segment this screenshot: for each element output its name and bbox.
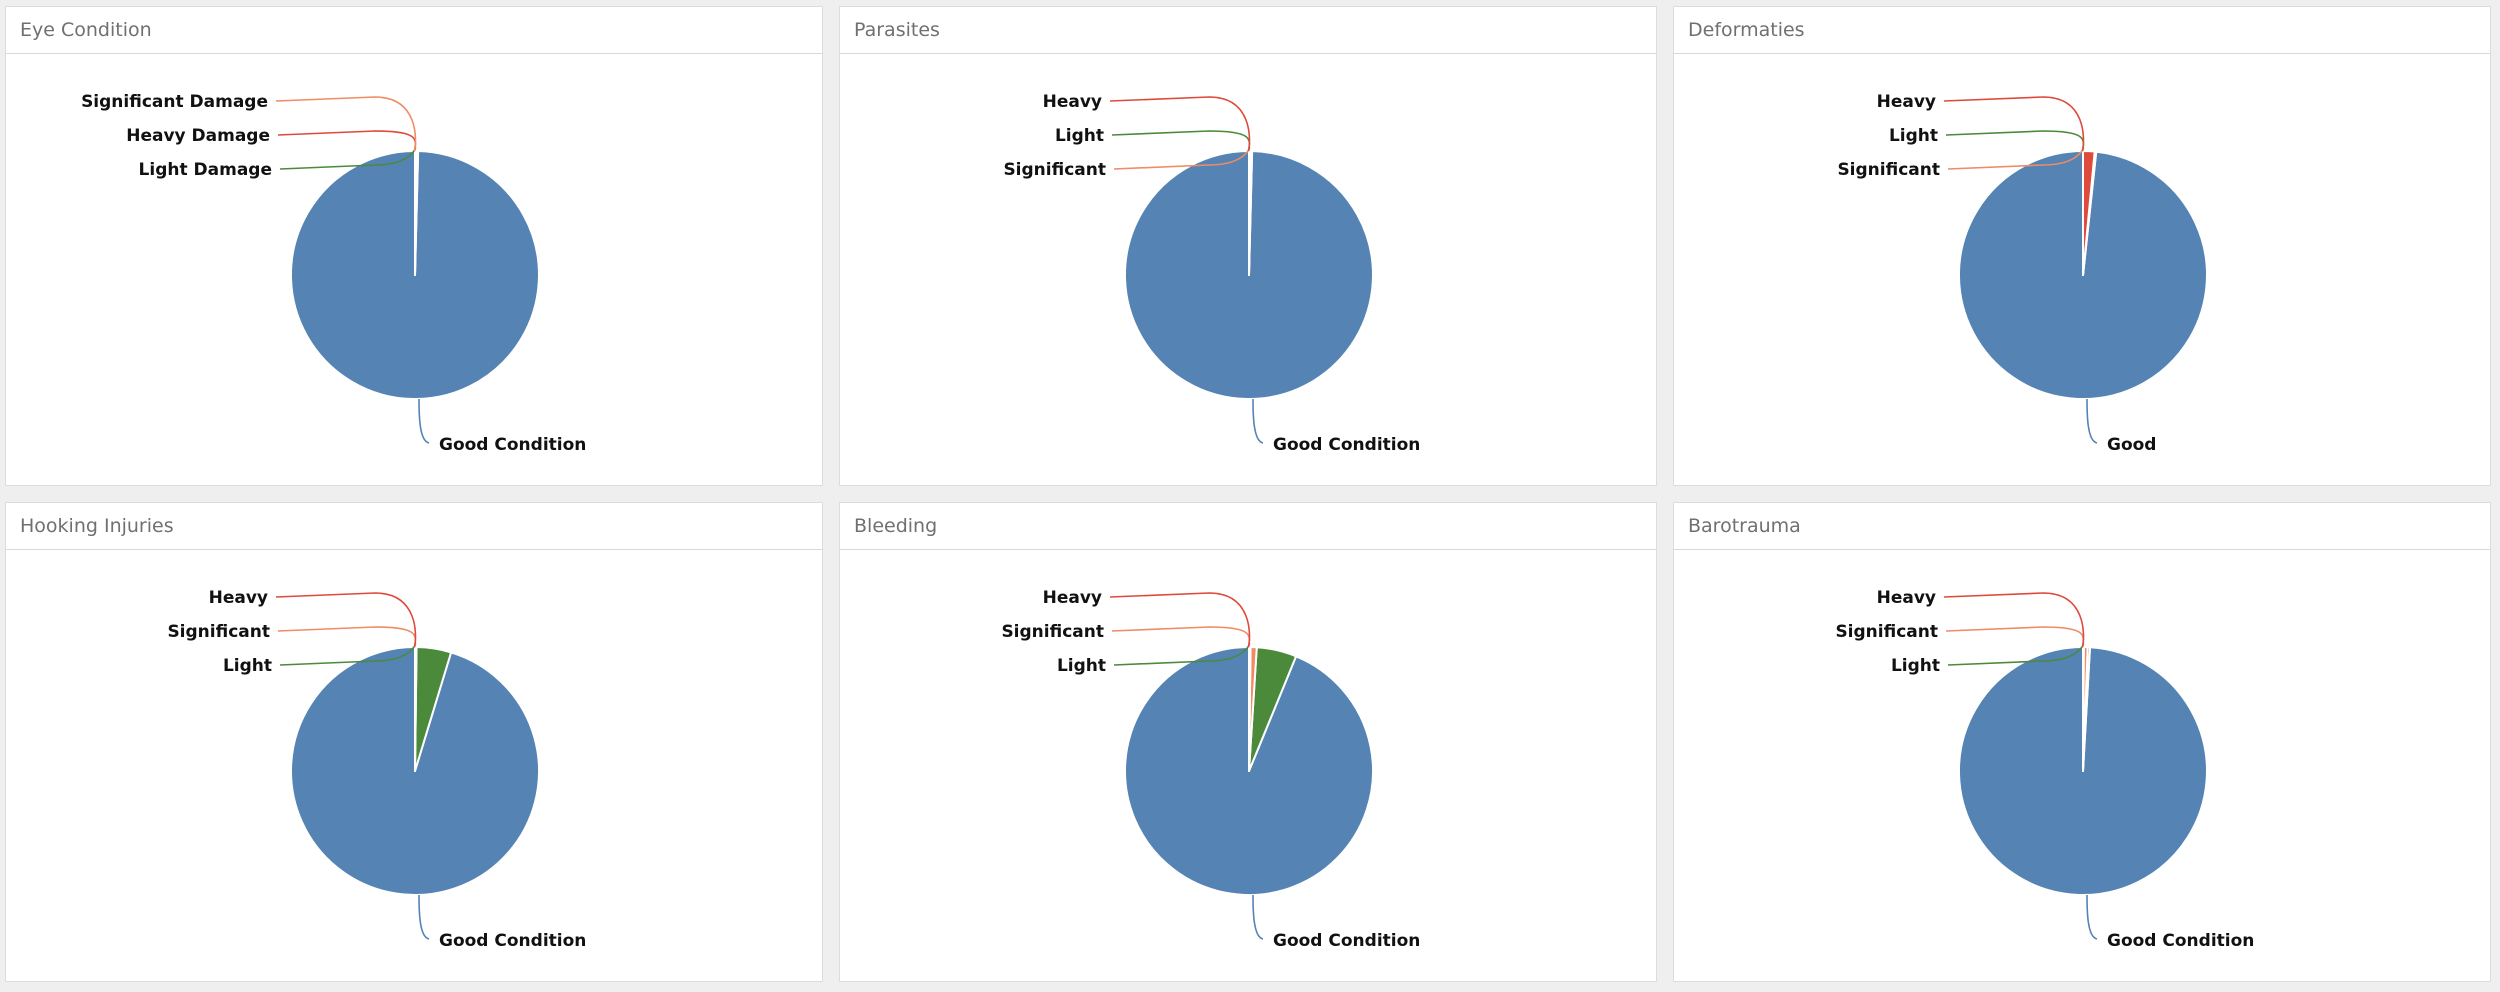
- leader-line-heavy: [1943, 592, 2085, 648]
- slice-label-light: Light: [1057, 656, 1106, 676]
- slice-label-significant: Significant: [1001, 622, 1104, 642]
- slice-label-light: Light: [1055, 126, 1104, 146]
- leader-line-good: [2086, 398, 2098, 444]
- barotrauma-pie-chart: Light Significant Heavy Good Condition: [1835, 588, 2254, 951]
- pie-slice-heavy[interactable]: [2082, 645, 2085, 772]
- panel-bleeding: Bleeding Light Significant Heavy Good Condi…: [839, 502, 1657, 982]
- slice-label-light: Light: [1891, 656, 1940, 676]
- bleeding-pie-chart: Light Significant Heavy Good Condition: [1001, 588, 1420, 951]
- panel-deformaties: Deformaties Significant Light Heavy Good: [1673, 6, 2491, 486]
- parasites-pie-chart: Significant Light Heavy Good Condition: [1003, 92, 1420, 455]
- leader-line-light: [1945, 130, 2085, 152]
- panel-parasites: Parasites Significant Light Heavy Good Cond…: [839, 6, 1657, 486]
- leader-line-good-condition: [1252, 398, 1264, 444]
- slice-label-significant: Significant: [1837, 160, 1940, 180]
- panel-title: Hooking Injuries: [6, 503, 822, 550]
- leader-line-heavy: [1109, 96, 1251, 152]
- leader-line-good-condition: [2086, 894, 2098, 940]
- leader-line-heavy-damage: [277, 130, 417, 152]
- slice-label-heavy-damage: Heavy Damage: [126, 126, 270, 146]
- slice-label-light: Light: [1889, 126, 1938, 146]
- slice-label-heavy: Heavy: [1043, 92, 1102, 112]
- slice-label-good-condition: Good Condition: [439, 931, 586, 951]
- slice-label-heavy: Heavy: [209, 588, 268, 608]
- panel-eye-condition: Eye Condition Light Damage Heavy Damage Si…: [5, 6, 823, 486]
- leader-line-light: [1111, 130, 1251, 152]
- panel-title: Deformaties: [1674, 7, 2490, 54]
- slice-label-light: Light: [223, 656, 272, 676]
- panel-title: Eye Condition: [6, 7, 822, 54]
- panel-hooking-injuries: Hooking Injuries Light Significant Heavy Go…: [5, 502, 823, 982]
- hooking-injuries-pie-chart: Light Significant Heavy Good Condition: [167, 588, 586, 951]
- pie-slice-heavy[interactable]: [414, 645, 417, 772]
- slice-label-heavy: Heavy: [1877, 588, 1936, 608]
- slice-label-heavy: Heavy: [1877, 92, 1936, 112]
- leader-line-heavy: [1943, 96, 2085, 152]
- leader-line-significant-damage: [275, 96, 417, 152]
- leader-line-good-condition: [418, 398, 430, 444]
- pie-slice-heavy[interactable]: [1248, 149, 1251, 276]
- slice-label-light-damage: Light Damage: [139, 160, 272, 180]
- leader-line-heavy: [275, 592, 417, 648]
- leader-line-significant: [1945, 626, 2085, 648]
- panel-title: Bleeding: [840, 503, 1656, 550]
- slice-label-significant: Significant: [1835, 622, 1938, 642]
- slice-label-significant: Significant: [167, 622, 270, 642]
- slice-label-significant-damage: Significant Damage: [81, 92, 268, 112]
- slice-label-good-condition: Good Condition: [2107, 931, 2254, 951]
- slice-label-good-condition: Good Condition: [1273, 435, 1420, 455]
- leader-line-good-condition: [418, 894, 430, 940]
- pie-slice-significant-damage[interactable]: [414, 149, 417, 276]
- deformaties-pie-chart: Significant Light Heavy Good: [1837, 92, 2208, 455]
- leader-line-significant: [277, 626, 417, 648]
- slice-label-good-condition: Good Condition: [1273, 931, 1420, 951]
- panel-barotrauma: Barotrauma Light Significant Heavy Good Con…: [1673, 502, 2491, 982]
- slice-label-good-condition: Good Condition: [439, 435, 586, 455]
- slice-label-heavy: Heavy: [1043, 588, 1102, 608]
- leader-line-good-condition: [1252, 894, 1264, 940]
- leader-line-significant: [1111, 626, 1251, 648]
- panel-title: Barotrauma: [1674, 503, 2490, 550]
- leader-line-heavy: [1109, 592, 1251, 648]
- slice-label-good: Good: [2107, 435, 2156, 455]
- panel-title: Parasites: [840, 7, 1656, 54]
- eye-condition-pie-chart: Light Damage Heavy Damage Significant Dama…: [81, 92, 586, 455]
- slice-label-significant: Significant: [1003, 160, 1106, 180]
